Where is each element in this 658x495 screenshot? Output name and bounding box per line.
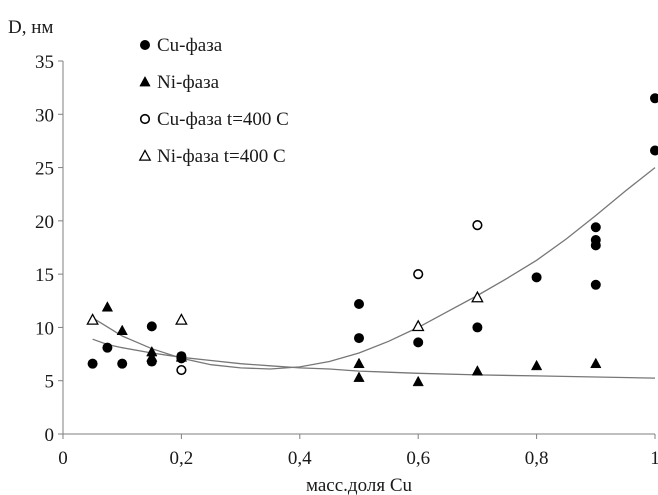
x-tick-label: 1: [650, 448, 658, 469]
data-point-open-triangle: [411, 319, 425, 332]
legend-marker-cu-phase: [140, 40, 150, 50]
legend-label-ni-phase: Ni-фаза: [157, 72, 220, 93]
data-point-filled-triangle: [530, 359, 543, 371]
data-point-filled-circle: [531, 272, 542, 283]
data-point-filled-triangle: [353, 357, 365, 369]
data-point-filled-circle: [102, 342, 113, 353]
y-tick-label: 5: [45, 372, 55, 393]
data-point-filled-circle: [117, 358, 128, 369]
data-point-filled-circle: [87, 358, 98, 369]
y-tick-label: 0: [45, 425, 55, 446]
tick-labels: 0 5 10 15 20 25 30 35 0 0,2 0,4 0,6 0,8 1: [35, 52, 658, 469]
data-point-open-triangle: [86, 313, 99, 325]
x-tick-label: 0,4: [288, 448, 312, 469]
x-tick-label: 0,2: [170, 448, 194, 469]
data-points: [86, 93, 658, 387]
legend-label-cu-phase: Cu-фаза: [157, 35, 223, 56]
legend-label-cu-phase-400: Cu-фаза t=400 C: [157, 109, 289, 130]
data-point-filled-triangle: [353, 371, 365, 382]
data-point-filled-circle: [146, 321, 157, 332]
data-point-filled-circle: [590, 240, 601, 251]
data-point-filled-triangle: [412, 375, 424, 387]
data-point-filled-triangle: [590, 357, 602, 369]
trendlines: [92, 167, 656, 379]
legend-symbol-filled-circle: [140, 40, 150, 50]
y-tick-label: 20: [35, 212, 54, 233]
data-point-filled-triangle: [116, 324, 128, 336]
legend-symbol-filled-triangle: [139, 75, 151, 87]
data-point-open-circle: [413, 269, 424, 280]
y-tick-label: 35: [35, 52, 54, 73]
trendline-polynomial: [92, 167, 656, 370]
legend-item-cu-phase-400: Cu-фаза t=400 C: [139, 109, 289, 130]
data-point-open-triangle: [471, 290, 484, 303]
y-axis-title: D, нм: [8, 17, 53, 38]
y-tick-label: 30: [35, 105, 54, 126]
legend-label-ni-phase-400: Ni-фаза t=400 C: [157, 146, 286, 167]
legend-marker-cu-phase-400: [139, 113, 151, 125]
legend-symbol-open-triangle: [138, 149, 152, 161]
legend-symbol-open-circle: [139, 113, 151, 125]
y-tick-label: 10: [35, 318, 54, 339]
data-point-filled-circle: [590, 222, 601, 233]
y-tick-label: 15: [35, 265, 54, 286]
data-point-filled-triangle: [175, 351, 188, 362]
legend-item-cu-phase: Cu-фаза: [140, 35, 223, 56]
legend-item-ni-phase-400: Ni-фаза t=400 C: [138, 146, 286, 167]
data-point-filled-circle: [650, 145, 658, 156]
trendline-power: [92, 338, 656, 379]
y-tick-label: 25: [35, 159, 54, 180]
x-axis-title: масс.доля Cu: [306, 475, 413, 495]
legend: Cu-фаза Ni-фаза Cu-фаза t=400 C Ni-фаза …: [138, 35, 289, 167]
x-tick-label: 0,6: [406, 448, 430, 469]
data-point-open-circle: [472, 220, 483, 231]
data-point-filled-circle: [354, 298, 364, 309]
data-point-filled-circle: [354, 333, 364, 344]
data-point-filled-triangle: [101, 301, 114, 312]
data-point-filled-triangle: [146, 351, 158, 362]
x-tick-label: 0,8: [525, 448, 549, 469]
data-point-open-circle: [176, 364, 187, 376]
data-point-filled-circle: [413, 337, 424, 348]
legend-marker-ni-phase: [139, 75, 151, 87]
legend-marker-ni-phase-400: [138, 149, 152, 161]
data-point-filled-circle: [590, 279, 601, 290]
axes: [58, 60, 656, 439]
data-point-filled-circle: [472, 322, 483, 333]
data-point-filled-triangle: [471, 365, 484, 376]
data-point-filled-circle: [650, 93, 658, 104]
legend-item-ni-phase: Ni-фаза: [139, 72, 220, 93]
x-tick-label: 0: [58, 448, 68, 469]
data-point-open-triangle: [175, 313, 188, 325]
